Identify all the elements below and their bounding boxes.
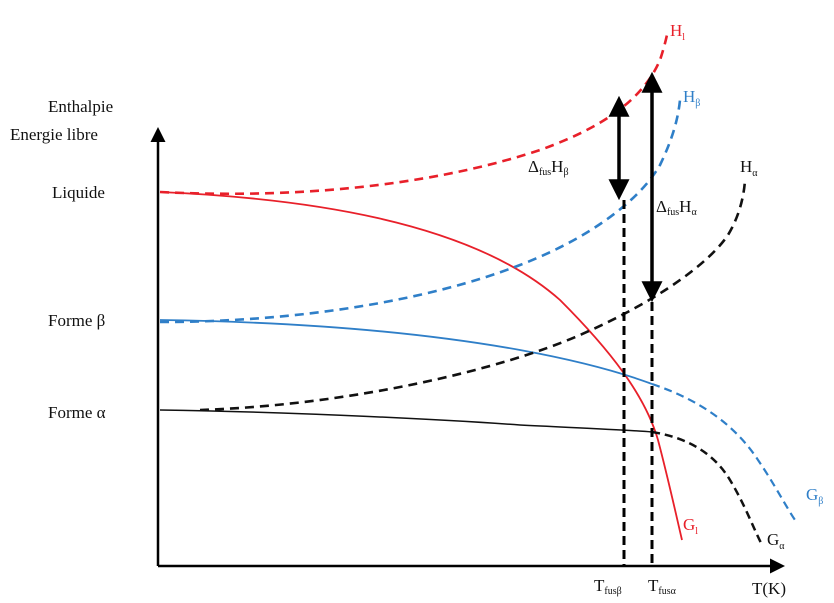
H-liquid-curve <box>159 29 670 196</box>
level-liquide-label: Liquide <box>52 183 105 202</box>
delta-fus-H-beta-label: ΔfusHβ <box>528 157 569 178</box>
G-liquid-label: Gl <box>683 515 698 537</box>
G-beta-label: Gβ <box>806 485 823 507</box>
H-alpha-curve <box>199 179 747 412</box>
level-forme-beta-label: Forme β <box>48 311 105 330</box>
H-beta-curve <box>159 99 682 324</box>
H-beta-label: Hβ <box>683 87 700 109</box>
G-alpha-label: Gα <box>767 530 785 552</box>
T-fus-beta-label: Tfusβ <box>594 576 622 597</box>
G-beta-curve-dashed <box>651 382 796 521</box>
x-axis-label: T(K) <box>752 579 786 598</box>
G-liquid-curve <box>159 191 683 541</box>
G-alpha-curve-dashed <box>651 430 764 546</box>
y-axis-label-line2: Energie libre <box>10 125 98 144</box>
delta-fus-H-alpha-label: ΔfusHα <box>656 197 697 218</box>
H-liquid-label: Hl <box>670 21 685 43</box>
level-forme-alpha-label: Forme α <box>48 403 106 422</box>
G-beta-curve <box>159 319 653 385</box>
y-axis-label-line1: Enthalpie <box>48 97 113 116</box>
H-alpha-label: Hα <box>740 157 758 179</box>
T-fus-alpha-label: Tfusα <box>648 576 677 597</box>
G-alpha-curve <box>159 409 653 433</box>
